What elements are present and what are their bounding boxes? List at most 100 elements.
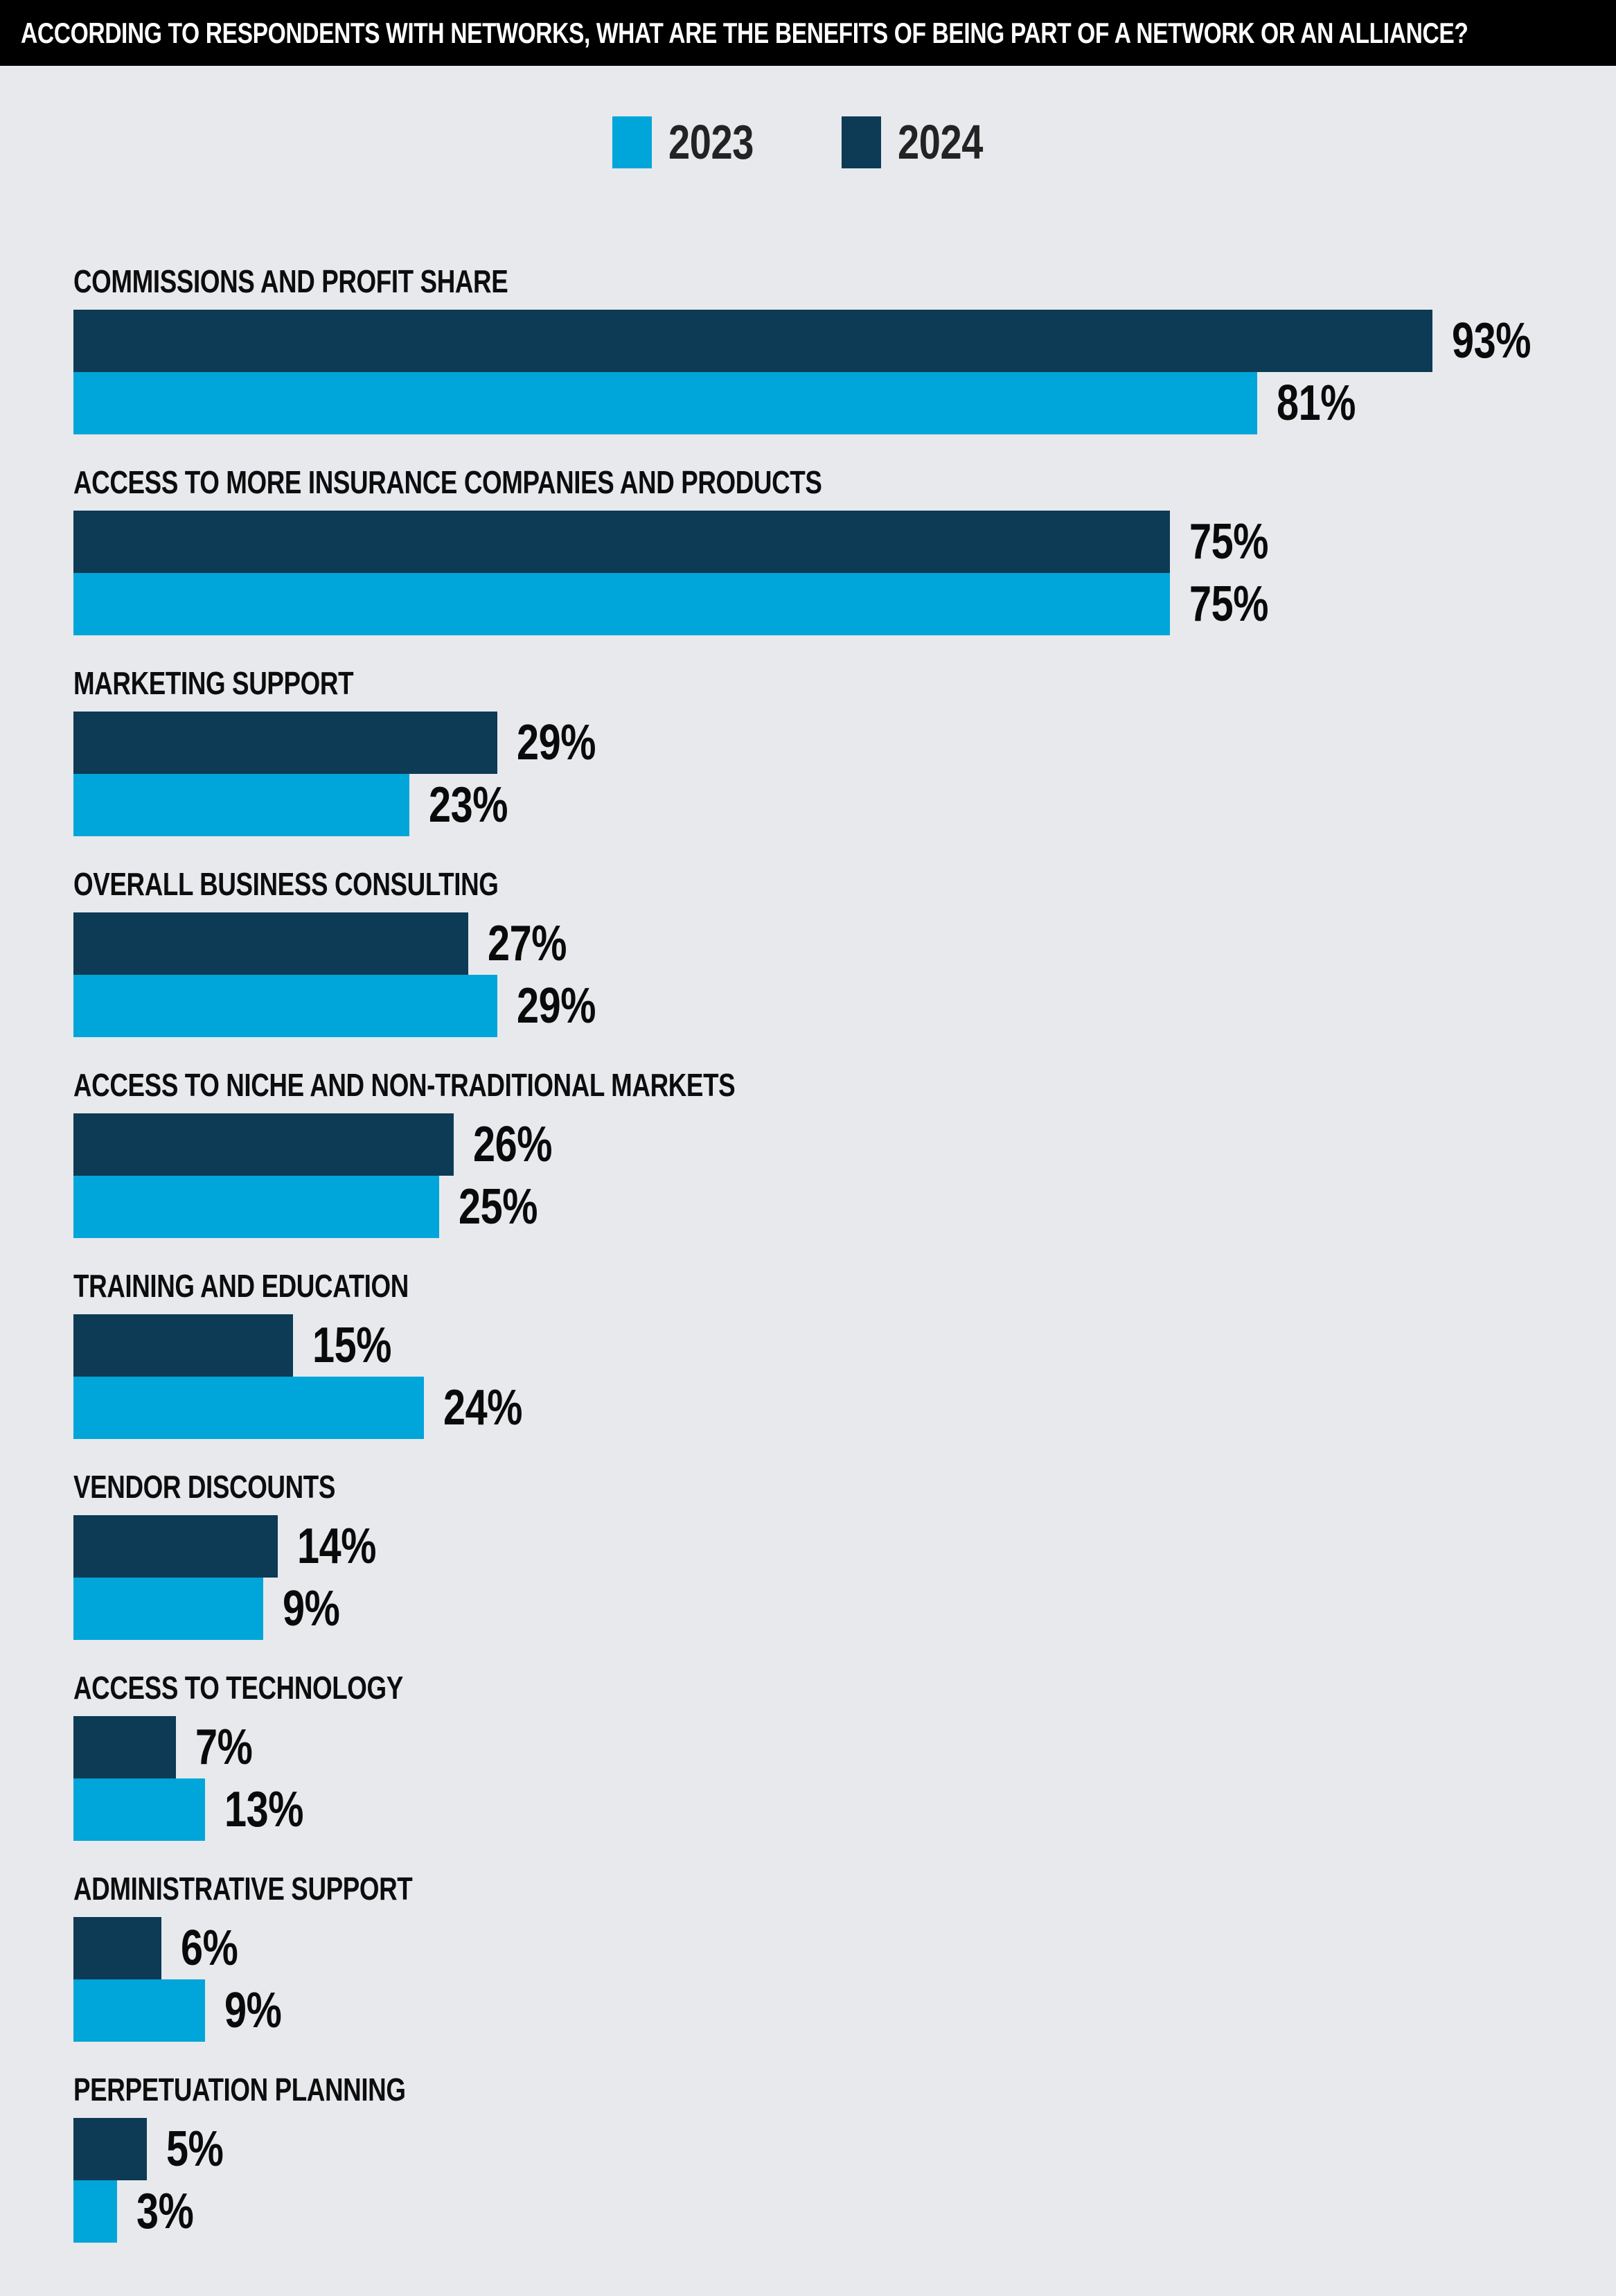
legend: 2023 2024 (0, 114, 1616, 170)
category-label: MARKETING SUPPORT (73, 665, 354, 701)
category-block: OVERALL BUSINESS CONSULTING 27% 29% (73, 868, 1616, 1037)
bar-track: 27% 29% (73, 912, 1535, 1037)
bar-value-2023: 81% (1277, 376, 1356, 431)
category-block: PERPETUATION PLANNING 5% 3% (73, 2074, 1616, 2243)
bar-track: 7% 13% (73, 1716, 1535, 1841)
bar-2023 (73, 774, 410, 836)
bar-2023 (73, 1778, 205, 1841)
bar-row-2023: 25% (73, 1176, 1535, 1238)
bar-2024 (73, 2118, 147, 2180)
category-label: TRAINING AND EDUCATION (73, 1268, 409, 1304)
category-block: ADMINISTRATIVE SUPPORT 6% 9% (73, 1873, 1616, 2042)
legend-swatch-2023 (612, 116, 652, 168)
bar-row-2023: 3% (73, 2180, 1535, 2243)
category-block: VENDOR DISCOUNTS 14% 9% (73, 1471, 1616, 1640)
bar-row-2023: 29% (73, 975, 1535, 1037)
bar-value-2024: 6% (180, 1920, 238, 1976)
bar-value-2023: 9% (224, 1983, 282, 2038)
chart-title: ACCORDING TO RESPONDENTS WITH NETWORKS, … (21, 16, 1468, 49)
bar-row-2024: 6% (73, 1917, 1535, 1979)
category-label: ACCESS TO TECHNOLOGY (73, 1670, 403, 1706)
bar-track: 6% 9% (73, 1917, 1535, 2042)
bar-row-2023: 9% (73, 1578, 1535, 1640)
bar-2024 (73, 1113, 454, 1176)
bar-row-2024: 15% (73, 1314, 1535, 1377)
bar-row-2023: 81% (73, 372, 1535, 434)
category-block: TRAINING AND EDUCATION 15% 24% (73, 1270, 1616, 1439)
bar-chart: COMMISSIONS AND PROFIT SHARE 93% 81% ACC… (0, 265, 1616, 2243)
legend-swatch-2024 (841, 116, 881, 168)
bar-row-2023: 24% (73, 1377, 1535, 1439)
bar-track: 29% 23% (73, 712, 1535, 836)
category-label: ACCESS TO NICHE AND NON-TRADITIONAL MARK… (73, 1067, 736, 1103)
bar-value-2023: 3% (136, 2184, 194, 2239)
bar-value-2023: 9% (283, 1581, 340, 1636)
category-block: MARKETING SUPPORT 29% 23% (73, 667, 1616, 836)
bar-value-2023: 29% (516, 978, 596, 1034)
bar-2024 (73, 712, 497, 774)
bar-2024 (73, 310, 1433, 372)
category-block: ACCESS TO TECHNOLOGY 7% 13% (73, 1672, 1616, 1841)
category-block: ACCESS TO MORE INSURANCE COMPANIES AND P… (73, 466, 1616, 635)
bar-value-2024: 75% (1189, 514, 1268, 569)
bar-row-2023: 9% (73, 1979, 1535, 2042)
bar-row-2024: 93% (73, 310, 1535, 372)
bar-2023 (73, 1979, 205, 2042)
bar-track: 26% 25% (73, 1113, 1535, 1238)
bar-row-2023: 13% (73, 1778, 1535, 1841)
bar-value-2024: 29% (516, 715, 596, 770)
bar-2024 (73, 1515, 278, 1578)
category-label: ADMINISTRATIVE SUPPORT (73, 1871, 413, 1907)
bar-value-2023: 13% (224, 1782, 303, 1837)
legend-label-2024: 2024 (897, 115, 983, 169)
bar-track: 75% 75% (73, 511, 1535, 635)
bar-value-2024: 27% (487, 916, 567, 971)
bar-row-2024: 5% (73, 2118, 1535, 2180)
category-label: ACCESS TO MORE INSURANCE COMPANIES AND P… (73, 464, 822, 500)
category-label: COMMISSIONS AND PROFIT SHARE (73, 263, 508, 299)
legend-item-2023: 2023 (612, 114, 775, 170)
bar-value-2023: 75% (1189, 576, 1268, 632)
bar-value-2024: 5% (166, 2121, 224, 2177)
bar-2024 (73, 1917, 161, 1979)
bar-track: 15% 24% (73, 1314, 1535, 1439)
category-label: OVERALL BUSINESS CONSULTING (73, 866, 499, 902)
bar-row-2024: 7% (73, 1716, 1535, 1778)
bar-row-2024: 29% (73, 712, 1535, 774)
bar-row-2024: 75% (73, 511, 1535, 573)
bar-2024 (73, 1314, 293, 1377)
chart-title-bar: ACCORDING TO RESPONDENTS WITH NETWORKS, … (0, 0, 1616, 66)
bar-value-2024: 7% (195, 1720, 253, 1775)
bar-track: 14% 9% (73, 1515, 1535, 1640)
bar-value-2023: 25% (458, 1179, 538, 1235)
bar-2023 (73, 2180, 118, 2243)
category-block: ACCESS TO NICHE AND NON-TRADITIONAL MARK… (73, 1069, 1616, 1238)
bar-value-2023: 24% (443, 1380, 523, 1436)
category-label: VENDOR DISCOUNTS (73, 1469, 335, 1505)
bar-track: 5% 3% (73, 2118, 1535, 2243)
bar-2023 (73, 372, 1258, 434)
bar-row-2023: 23% (73, 774, 1535, 836)
bar-2023 (73, 1578, 264, 1640)
legend-item-2024: 2024 (841, 114, 1004, 170)
bar-value-2023: 23% (429, 777, 508, 833)
category-label: PERPETUATION PLANNING (73, 2072, 406, 2108)
bar-value-2024: 15% (312, 1318, 391, 1373)
bar-value-2024: 93% (1452, 313, 1531, 369)
bar-2024 (73, 1716, 176, 1778)
bar-2023 (73, 1176, 439, 1238)
bar-track: 93% 81% (73, 310, 1535, 434)
bar-2023 (73, 975, 497, 1037)
category-block: COMMISSIONS AND PROFIT SHARE 93% 81% (73, 265, 1616, 434)
legend-label-2023: 2023 (668, 115, 754, 169)
bar-row-2024: 26% (73, 1113, 1535, 1176)
bar-row-2023: 75% (73, 573, 1535, 635)
bar-row-2024: 14% (73, 1515, 1535, 1578)
bar-2023 (73, 573, 1170, 635)
bar-value-2024: 26% (472, 1117, 552, 1172)
bar-2024 (73, 511, 1170, 573)
bar-value-2024: 14% (297, 1519, 377, 1574)
bar-2024 (73, 912, 468, 975)
bar-2023 (73, 1377, 425, 1439)
bar-row-2024: 27% (73, 912, 1535, 975)
